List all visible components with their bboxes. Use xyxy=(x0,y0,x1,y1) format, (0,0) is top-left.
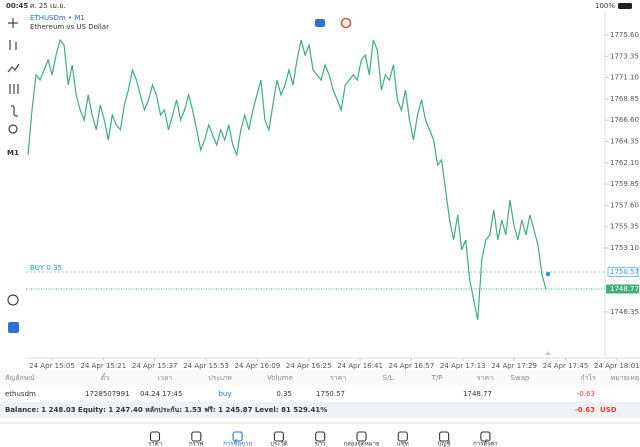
crosshair-tool[interactable] xyxy=(8,18,18,28)
cell-symbol: ethusdm xyxy=(5,390,36,398)
column-header: ราคา xyxy=(330,374,346,382)
cell-time: 04.24 17:45 xyxy=(140,390,182,398)
x-tick-label: 24 Apr 15:05 xyxy=(29,362,75,370)
cell-profit: -0.63 xyxy=(577,390,595,398)
cell-type: buy xyxy=(218,390,231,398)
x-tick-label: 24 Apr 17:13 xyxy=(440,362,486,370)
tab-icon[interactable] xyxy=(315,431,326,442)
tab-label[interactable]: การซื้อขาย xyxy=(223,438,252,447)
ask-badge xyxy=(607,267,639,277)
tab-icon[interactable] xyxy=(273,431,284,442)
tab-icon[interactable] xyxy=(191,431,202,442)
ask-price: 1750.57 xyxy=(610,268,639,276)
tab-icon[interactable] xyxy=(397,431,408,442)
tab-icon[interactable] xyxy=(439,431,450,442)
column-header: Volume xyxy=(267,374,293,382)
tab-icon[interactable] xyxy=(356,431,367,442)
x-tick-label: 24 Apr 15:21 xyxy=(81,362,127,370)
column-header: Swap xyxy=(511,374,530,382)
column-header: กำไร xyxy=(580,373,596,382)
tab-label[interactable]: กราฟ xyxy=(189,441,203,447)
x-tick-label: 24 Apr 15:37 xyxy=(132,362,178,370)
column-header: เวลา xyxy=(158,374,173,382)
y-tick-label: 1757.60 xyxy=(610,201,639,209)
tab-label[interactable]: แชท xyxy=(397,441,409,447)
status-date: ศ. 25 เม.ย. xyxy=(30,2,66,10)
column-header: ตั๋ว xyxy=(101,373,110,382)
buy-button[interactable] xyxy=(340,17,352,29)
x-tick-label: 24 Apr 15:53 xyxy=(183,362,229,370)
price-line xyxy=(27,38,547,321)
status-battery: 100% xyxy=(595,2,615,10)
column-header: S/L xyxy=(383,374,394,382)
position-marker xyxy=(545,271,551,277)
cell-volume: 0.35 xyxy=(276,390,292,398)
currency: USD xyxy=(600,406,617,414)
x-tick-label: 24 Apr 17:45 xyxy=(543,362,589,370)
tab-label[interactable]: ข่าว xyxy=(315,441,326,447)
settings-tool[interactable] xyxy=(9,84,19,94)
sell-button[interactable] xyxy=(315,19,325,27)
x-tick-label: 24 Apr 16:09 xyxy=(235,362,281,370)
cell-price: 1748.77 xyxy=(463,390,492,398)
objects-tool[interactable] xyxy=(8,124,18,134)
tab-icon[interactable] xyxy=(480,431,491,442)
column-header: หมายเหตุ xyxy=(611,374,640,382)
chart-title: Ethereum vs US Dollar xyxy=(30,23,109,31)
cell-ticket: 1728507991 xyxy=(85,390,130,398)
x-tick-label: 24 Apr 16:25 xyxy=(286,362,332,370)
y-tick-label: 1766.60 xyxy=(610,116,639,124)
chart-symbol: ETHUSDm • M1 xyxy=(30,14,85,22)
y-tick-label: 1746.35 xyxy=(610,308,639,316)
battery-icon xyxy=(618,3,632,9)
y-tick-label: 1771.10 xyxy=(610,74,639,82)
table-header-bg xyxy=(0,370,640,385)
y-tick-label: 1759.85 xyxy=(610,180,639,188)
position-label: BUY 0.35 xyxy=(30,264,62,272)
y-tick-label: 1768.85 xyxy=(610,95,639,103)
tab-label[interactable]: การตั้งค่า xyxy=(473,438,497,447)
total-profit: -0.63 xyxy=(575,406,595,414)
tab-icon[interactable] xyxy=(149,431,161,442)
trade-button[interactable] xyxy=(8,322,19,333)
x-tick-label: 24 Apr 17:29 xyxy=(491,362,537,370)
tab-label[interactable]: ราคา xyxy=(148,441,162,447)
x-tick-label: 24 Apr 16:57 xyxy=(389,362,435,370)
left-toolbar xyxy=(7,18,20,306)
y-tick-label: 1775.60 xyxy=(610,31,639,39)
indicators-tool[interactable] xyxy=(7,63,20,73)
tab-label[interactable]: ประวัติ xyxy=(270,441,288,447)
tab-label[interactable]: บัญชี xyxy=(438,440,451,447)
summary-bg xyxy=(0,402,640,418)
candles-tool[interactable] xyxy=(9,40,17,50)
zoom-tool[interactable] xyxy=(7,294,19,306)
y-tick-label: 1755.35 xyxy=(610,223,639,231)
timeframe-button[interactable]: M1 xyxy=(7,149,19,157)
bid-badge xyxy=(606,284,639,294)
column-header: สัญลักษณ์ xyxy=(5,374,35,382)
plot xyxy=(27,38,547,321)
scroll-marker xyxy=(545,351,551,355)
cell-open-price: 1750.57 xyxy=(316,390,345,398)
column-header: ราคา xyxy=(477,374,493,382)
y-tick-label: 1762.10 xyxy=(610,159,639,167)
status-time: 00:45 xyxy=(6,2,28,10)
account-summary: Balance: 1 248.03 Equity: 1 247.40 หลักป… xyxy=(5,406,327,414)
y-tick-label: 1753.10 xyxy=(610,244,639,252)
x-tick-label: 24 Apr 18:01 xyxy=(594,362,640,370)
function-tool[interactable] xyxy=(10,105,19,117)
tab-icon[interactable] xyxy=(232,431,243,442)
bid-price: 1748.77 xyxy=(610,285,639,293)
x-tick-label: 24 Apr 16:41 xyxy=(337,362,383,370)
tab-label[interactable]: กล่องจดหมาย xyxy=(343,441,379,447)
y-tick-label: 1764.35 xyxy=(610,137,639,145)
y-tick-label: 1773.35 xyxy=(610,52,639,60)
column-header: ประเภท xyxy=(208,374,232,382)
column-header: T/P xyxy=(431,374,443,382)
